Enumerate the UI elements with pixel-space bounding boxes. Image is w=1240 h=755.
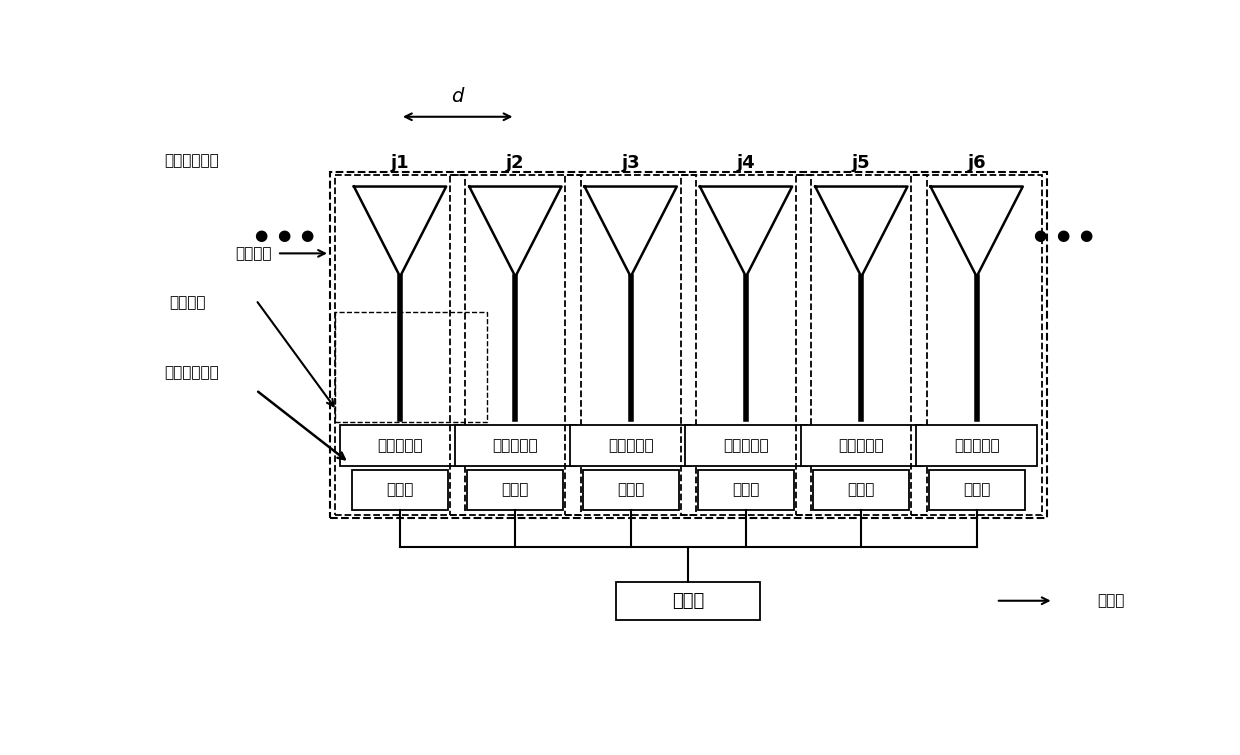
Bar	[335, 312, 486, 422]
Bar	[916, 425, 1037, 466]
Text: 有源馈电支路: 有源馈电支路	[165, 365, 219, 380]
Text: 移相器: 移相器	[387, 482, 414, 498]
Bar	[801, 425, 921, 466]
Text: j2: j2	[506, 154, 525, 172]
Text: ●  ●  ●: ● ● ●	[255, 229, 315, 243]
Text: 可调放大器: 可调放大器	[838, 438, 884, 453]
Bar	[813, 470, 909, 510]
Text: j5: j5	[852, 154, 870, 172]
Text: 移相器: 移相器	[963, 482, 991, 498]
Text: 移相器: 移相器	[733, 482, 760, 498]
Bar	[467, 470, 563, 510]
Text: j4: j4	[737, 154, 755, 172]
Text: ●  ●  ●: ● ● ●	[1033, 229, 1092, 243]
Bar	[583, 470, 678, 510]
Text: 可调放大器: 可调放大器	[954, 438, 999, 453]
Text: d: d	[451, 88, 464, 106]
Text: j6: j6	[967, 154, 986, 172]
Bar	[686, 425, 806, 466]
Bar	[796, 175, 926, 515]
Text: j1: j1	[391, 154, 409, 172]
Bar	[698, 470, 794, 510]
Text: 基本单元: 基本单元	[170, 295, 206, 310]
Bar	[330, 172, 1047, 518]
Bar	[929, 470, 1024, 510]
Text: 移相器: 移相器	[502, 482, 529, 498]
Bar	[340, 425, 460, 466]
Text: 移相器: 移相器	[848, 482, 875, 498]
Text: 可调放大器: 可调放大器	[492, 438, 538, 453]
Text: 功率源: 功率源	[1097, 593, 1125, 609]
Text: 基本单元编号: 基本单元编号	[165, 153, 219, 168]
Text: j3: j3	[621, 154, 640, 172]
Text: 可调放大器: 可调放大器	[608, 438, 653, 453]
Text: 辐射天线: 辐射天线	[236, 246, 273, 261]
Bar	[455, 425, 575, 466]
Bar	[570, 425, 691, 466]
Bar	[616, 582, 760, 620]
Bar	[681, 175, 811, 515]
Text: 可调放大器: 可调放大器	[377, 438, 423, 453]
Bar	[352, 470, 448, 510]
Text: 可调放大器: 可调放大器	[723, 438, 769, 453]
Bar	[911, 175, 1042, 515]
Text: 移相器: 移相器	[618, 482, 645, 498]
Bar	[565, 175, 696, 515]
Bar	[450, 175, 580, 515]
Text: 功率源: 功率源	[672, 592, 704, 610]
Bar	[335, 175, 465, 515]
